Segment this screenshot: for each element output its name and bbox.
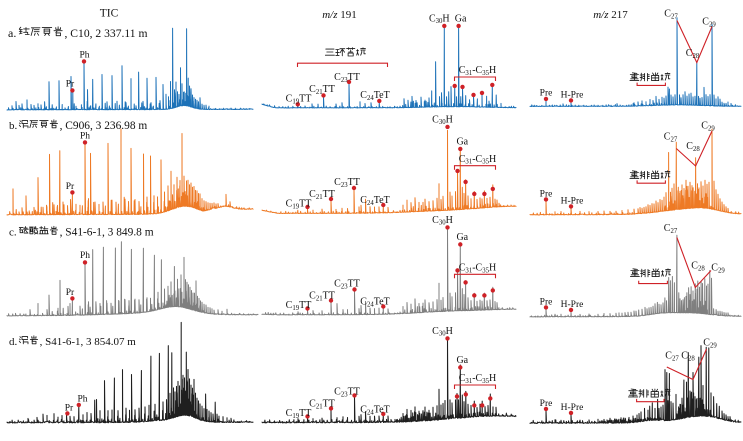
svg-text:Ph: Ph (80, 132, 90, 142)
svg-text:c.: c. (9, 227, 17, 239)
svg-text:C23TT: C23TT (334, 72, 360, 84)
svg-text:Ga: Ga (456, 136, 468, 147)
svg-text:C30H: C30H (429, 13, 450, 25)
svg-text:C27: C27 (664, 9, 678, 21)
svg-text:C31-C35H: C31-C35H (459, 154, 497, 166)
svg-text:, C10, 2 337.11 m: , C10, 2 337.11 m (65, 27, 148, 40)
svg-text:C29: C29 (711, 263, 725, 275)
svg-text:C21TT: C21TT (309, 291, 335, 303)
svg-text:C24TeT: C24TeT (360, 90, 389, 102)
svg-text:C24TeT: C24TeT (360, 297, 389, 309)
svg-text:C30H: C30H (432, 215, 453, 227)
svg-text:C19TT: C19TT (286, 300, 312, 312)
svg-text:C27: C27 (664, 132, 678, 144)
svg-text:C27: C27 (664, 223, 678, 235)
svg-text:C21TT: C21TT (309, 399, 335, 411)
svg-text:Ph: Ph (80, 251, 90, 261)
svg-text:Pre: Pre (540, 399, 553, 409)
svg-text:Ph: Ph (77, 395, 87, 405)
svg-text:Pre: Pre (540, 189, 553, 199)
svg-text:C23TT: C23TT (334, 279, 360, 291)
svg-text:, C906, 3 236.98 m: , C906, 3 236.98 m (60, 120, 148, 132)
svg-text:Pr: Pr (65, 404, 74, 414)
svg-text:H-Pre: H-Pre (561, 300, 584, 310)
svg-text:H-Pre: H-Pre (561, 91, 584, 101)
svg-text:H-Pre: H-Pre (561, 403, 584, 413)
svg-text:C30H: C30H (432, 326, 453, 338)
svg-text:C29: C29 (702, 17, 716, 29)
svg-text:Ga: Ga (456, 355, 468, 366)
svg-text:Ph: Ph (79, 51, 89, 61)
svg-text:C24TeT: C24TeT (360, 195, 389, 207)
svg-text:Pre: Pre (540, 297, 553, 307)
svg-text:, S41-6-1, 3 849.8 m: , S41-6-1, 3 849.8 m (60, 227, 154, 239)
svg-text:C31-C35H: C31-C35H (459, 263, 497, 275)
svg-text:C19TT: C19TT (286, 199, 312, 211)
svg-text:TIC: TIC (100, 8, 119, 20)
svg-text:C21TT: C21TT (309, 84, 335, 96)
svg-text:a.: a. (8, 26, 16, 40)
svg-text:C19TT: C19TT (286, 408, 312, 420)
svg-text:m/z 191: m/z 191 (322, 9, 357, 21)
svg-text:C19TT: C19TT (286, 94, 312, 106)
svg-text:b.: b. (9, 120, 18, 132)
svg-text:d.: d. (9, 336, 18, 348)
svg-text:C23TT: C23TT (334, 177, 360, 189)
svg-text:C29: C29 (703, 338, 717, 350)
svg-text:Pr: Pr (66, 288, 75, 298)
svg-text:C31-C35H: C31-C35H (459, 65, 497, 77)
svg-text:H-Pre: H-Pre (561, 196, 584, 206)
svg-text:C30H: C30H (432, 114, 453, 126)
svg-text:C28: C28 (686, 48, 700, 60)
svg-text:C28: C28 (681, 351, 695, 363)
svg-text:m/z 217: m/z 217 (593, 9, 628, 21)
svg-text:C29: C29 (701, 121, 715, 133)
svg-text:Pr: Pr (66, 182, 75, 192)
svg-text:Ga: Ga (455, 13, 467, 24)
svg-text:Ga: Ga (456, 232, 468, 243)
svg-text:C21TT: C21TT (309, 189, 335, 201)
svg-text:C31-C35H: C31-C35H (459, 373, 497, 385)
svg-text:C23TT: C23TT (334, 387, 360, 399)
svg-text:C24TeT: C24TeT (360, 405, 389, 417)
svg-text:, S41-6-1, 3 854.07 m: , S41-6-1, 3 854.07 m (40, 336, 137, 348)
svg-text:C28: C28 (686, 141, 700, 153)
svg-text:Pr: Pr (66, 80, 75, 90)
svg-text:C27: C27 (665, 351, 679, 363)
svg-text:Pre: Pre (540, 89, 553, 99)
svg-text:C28: C28 (691, 261, 705, 273)
